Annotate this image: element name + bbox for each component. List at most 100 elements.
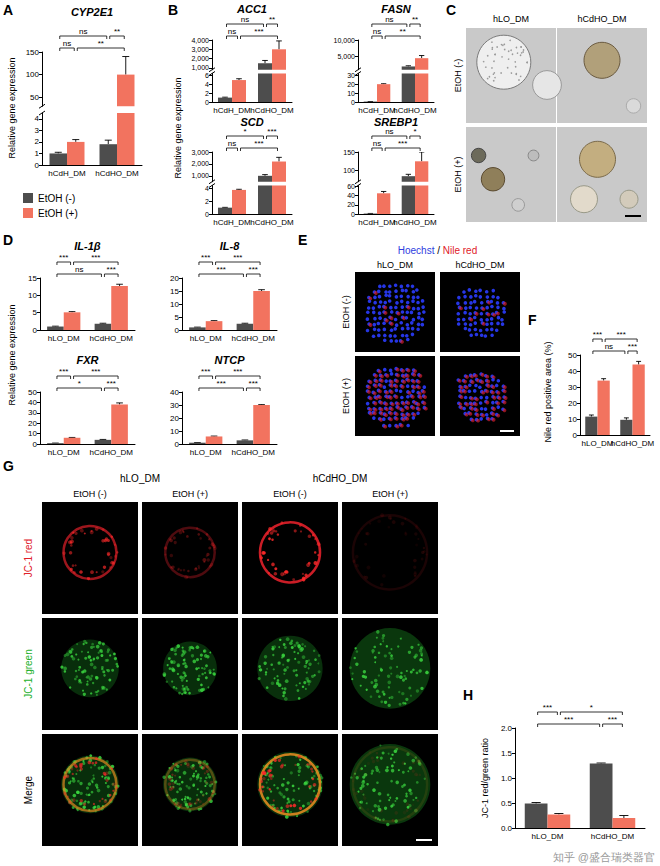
svg-text:IL-1β: IL-1β	[74, 240, 101, 252]
svg-text:IL-8: IL-8	[220, 240, 240, 252]
svg-text:20: 20	[347, 201, 355, 208]
svg-text:hLO_DM: hLO_DM	[493, 14, 529, 24]
svg-text:ns: ns	[63, 39, 71, 48]
svg-text:***: ***	[608, 715, 617, 724]
svg-text:***: ***	[254, 139, 263, 148]
svg-text:**: **	[269, 15, 275, 24]
svg-text:/: /	[434, 245, 442, 256]
svg-text:ACC1: ACC1	[236, 3, 267, 15]
svg-text:***: ***	[107, 379, 116, 388]
svg-text:D: D	[3, 232, 13, 248]
svg-text:***: ***	[91, 367, 100, 376]
svg-text:FASN: FASN	[381, 3, 411, 15]
svg-text:JC-1 red: JC-1 red	[23, 539, 34, 577]
svg-text:hLO_DM: hLO_DM	[48, 334, 80, 343]
svg-text:***: ***	[249, 379, 258, 388]
svg-text:0: 0	[205, 211, 209, 218]
svg-text:hCdHO_DM: hCdHO_DM	[393, 218, 437, 227]
svg-text:20: 20	[568, 399, 577, 408]
svg-text:0: 0	[33, 440, 38, 449]
svg-text:hCdHO_DM: hCdHO_DM	[577, 14, 626, 24]
svg-text:30: 30	[347, 72, 355, 79]
svg-text:ns: ns	[79, 27, 87, 36]
svg-text:EtOH (+): EtOH (+)	[372, 489, 408, 499]
svg-text:JC-1 green: JC-1 green	[23, 649, 34, 698]
svg-text:6: 6	[205, 72, 209, 79]
svg-text:4: 4	[35, 114, 40, 123]
svg-text:ns: ns	[373, 139, 381, 148]
svg-text:EtOH (-): EtOH (-)	[73, 489, 107, 499]
svg-text:15: 15	[170, 287, 179, 296]
svg-text:hCdHO_DM: hCdHO_DM	[250, 218, 294, 227]
svg-text:40: 40	[568, 367, 577, 376]
svg-text:1,000: 1,000	[191, 64, 209, 71]
svg-text:30: 30	[28, 408, 37, 417]
svg-text:**: **	[412, 15, 418, 24]
svg-text:0: 0	[351, 99, 355, 106]
svg-text:***: ***	[543, 703, 552, 712]
svg-text:4: 4	[205, 81, 209, 88]
svg-text:150: 150	[343, 149, 355, 156]
svg-text:hCdHO_DM: hCdHO_DM	[89, 448, 133, 457]
svg-text:***: ***	[616, 330, 625, 339]
svg-text:***: ***	[628, 342, 637, 351]
svg-text:10: 10	[28, 429, 37, 438]
svg-text:G: G	[3, 458, 14, 474]
svg-text:0: 0	[33, 326, 38, 335]
svg-text:EtOH (-): EtOH (-)	[453, 59, 463, 93]
svg-text:***: ***	[233, 253, 242, 262]
svg-text:ns: ns	[228, 139, 236, 148]
svg-text:10: 10	[170, 427, 179, 436]
svg-text:5: 5	[175, 313, 180, 322]
svg-text:hLO_DM: hLO_DM	[48, 448, 80, 457]
svg-text:hLO_DM: hLO_DM	[190, 448, 222, 457]
svg-text:hCdHO_DM: hCdHO_DM	[231, 334, 275, 343]
svg-text:***: ***	[59, 253, 68, 262]
svg-text:***: ***	[59, 367, 68, 376]
svg-text:hLO_DM: hLO_DM	[120, 473, 160, 484]
svg-text:0: 0	[351, 211, 355, 218]
svg-text:20: 20	[170, 414, 179, 423]
svg-text:**: **	[98, 39, 104, 48]
svg-text:10: 10	[347, 90, 355, 97]
svg-text:100: 100	[343, 167, 355, 174]
svg-text:EtOH (+): EtOH (+)	[38, 208, 78, 219]
svg-text:ns: ns	[385, 15, 393, 24]
svg-text:2: 2	[205, 90, 209, 97]
svg-text:***: ***	[254, 27, 263, 36]
svg-text:EtOH (+): EtOH (+)	[172, 489, 208, 499]
svg-text:2.0: 2.0	[501, 724, 513, 733]
svg-text:***: ***	[398, 139, 407, 148]
svg-text:3: 3	[35, 126, 40, 135]
svg-text:1,000: 1,000	[191, 172, 209, 179]
svg-text:5: 5	[33, 308, 38, 317]
svg-text:***: ***	[107, 265, 116, 274]
svg-text:hLO_DM: hLO_DM	[377, 260, 413, 270]
svg-text:*: *	[590, 703, 593, 712]
svg-text:40: 40	[347, 192, 355, 199]
svg-text:20: 20	[170, 274, 179, 283]
svg-text:ns: ns	[373, 27, 381, 36]
svg-text:40: 40	[170, 388, 179, 397]
svg-text:*: *	[78, 379, 81, 388]
svg-text:hCdHO_DM: hCdHO_DM	[393, 106, 437, 115]
svg-text:50: 50	[568, 351, 577, 360]
svg-text:***: ***	[91, 253, 100, 262]
svg-text:ns: ns	[75, 265, 83, 274]
svg-text:10: 10	[28, 291, 37, 300]
svg-text:**: **	[400, 27, 406, 36]
svg-text:hLO_DM: hLO_DM	[581, 439, 613, 448]
svg-text:***: ***	[217, 265, 226, 274]
svg-text:hCdH_DM: hCdH_DM	[48, 169, 86, 178]
svg-text:Nile red positive area (%): Nile red positive area (%)	[543, 341, 553, 442]
svg-text:Nile red: Nile red	[443, 245, 477, 256]
svg-text:hCdH_DM: hCdH_DM	[358, 106, 396, 115]
svg-text:***: ***	[564, 715, 573, 724]
svg-text:Relative gene expression: Relative gene expression	[7, 57, 17, 158]
svg-text:2: 2	[35, 137, 40, 146]
svg-text:ns: ns	[241, 15, 249, 24]
svg-text:***: ***	[249, 265, 258, 274]
svg-text:FXR: FXR	[77, 354, 99, 366]
svg-text:H: H	[463, 687, 473, 703]
svg-text:hLO_DM: hLO_DM	[531, 832, 563, 841]
